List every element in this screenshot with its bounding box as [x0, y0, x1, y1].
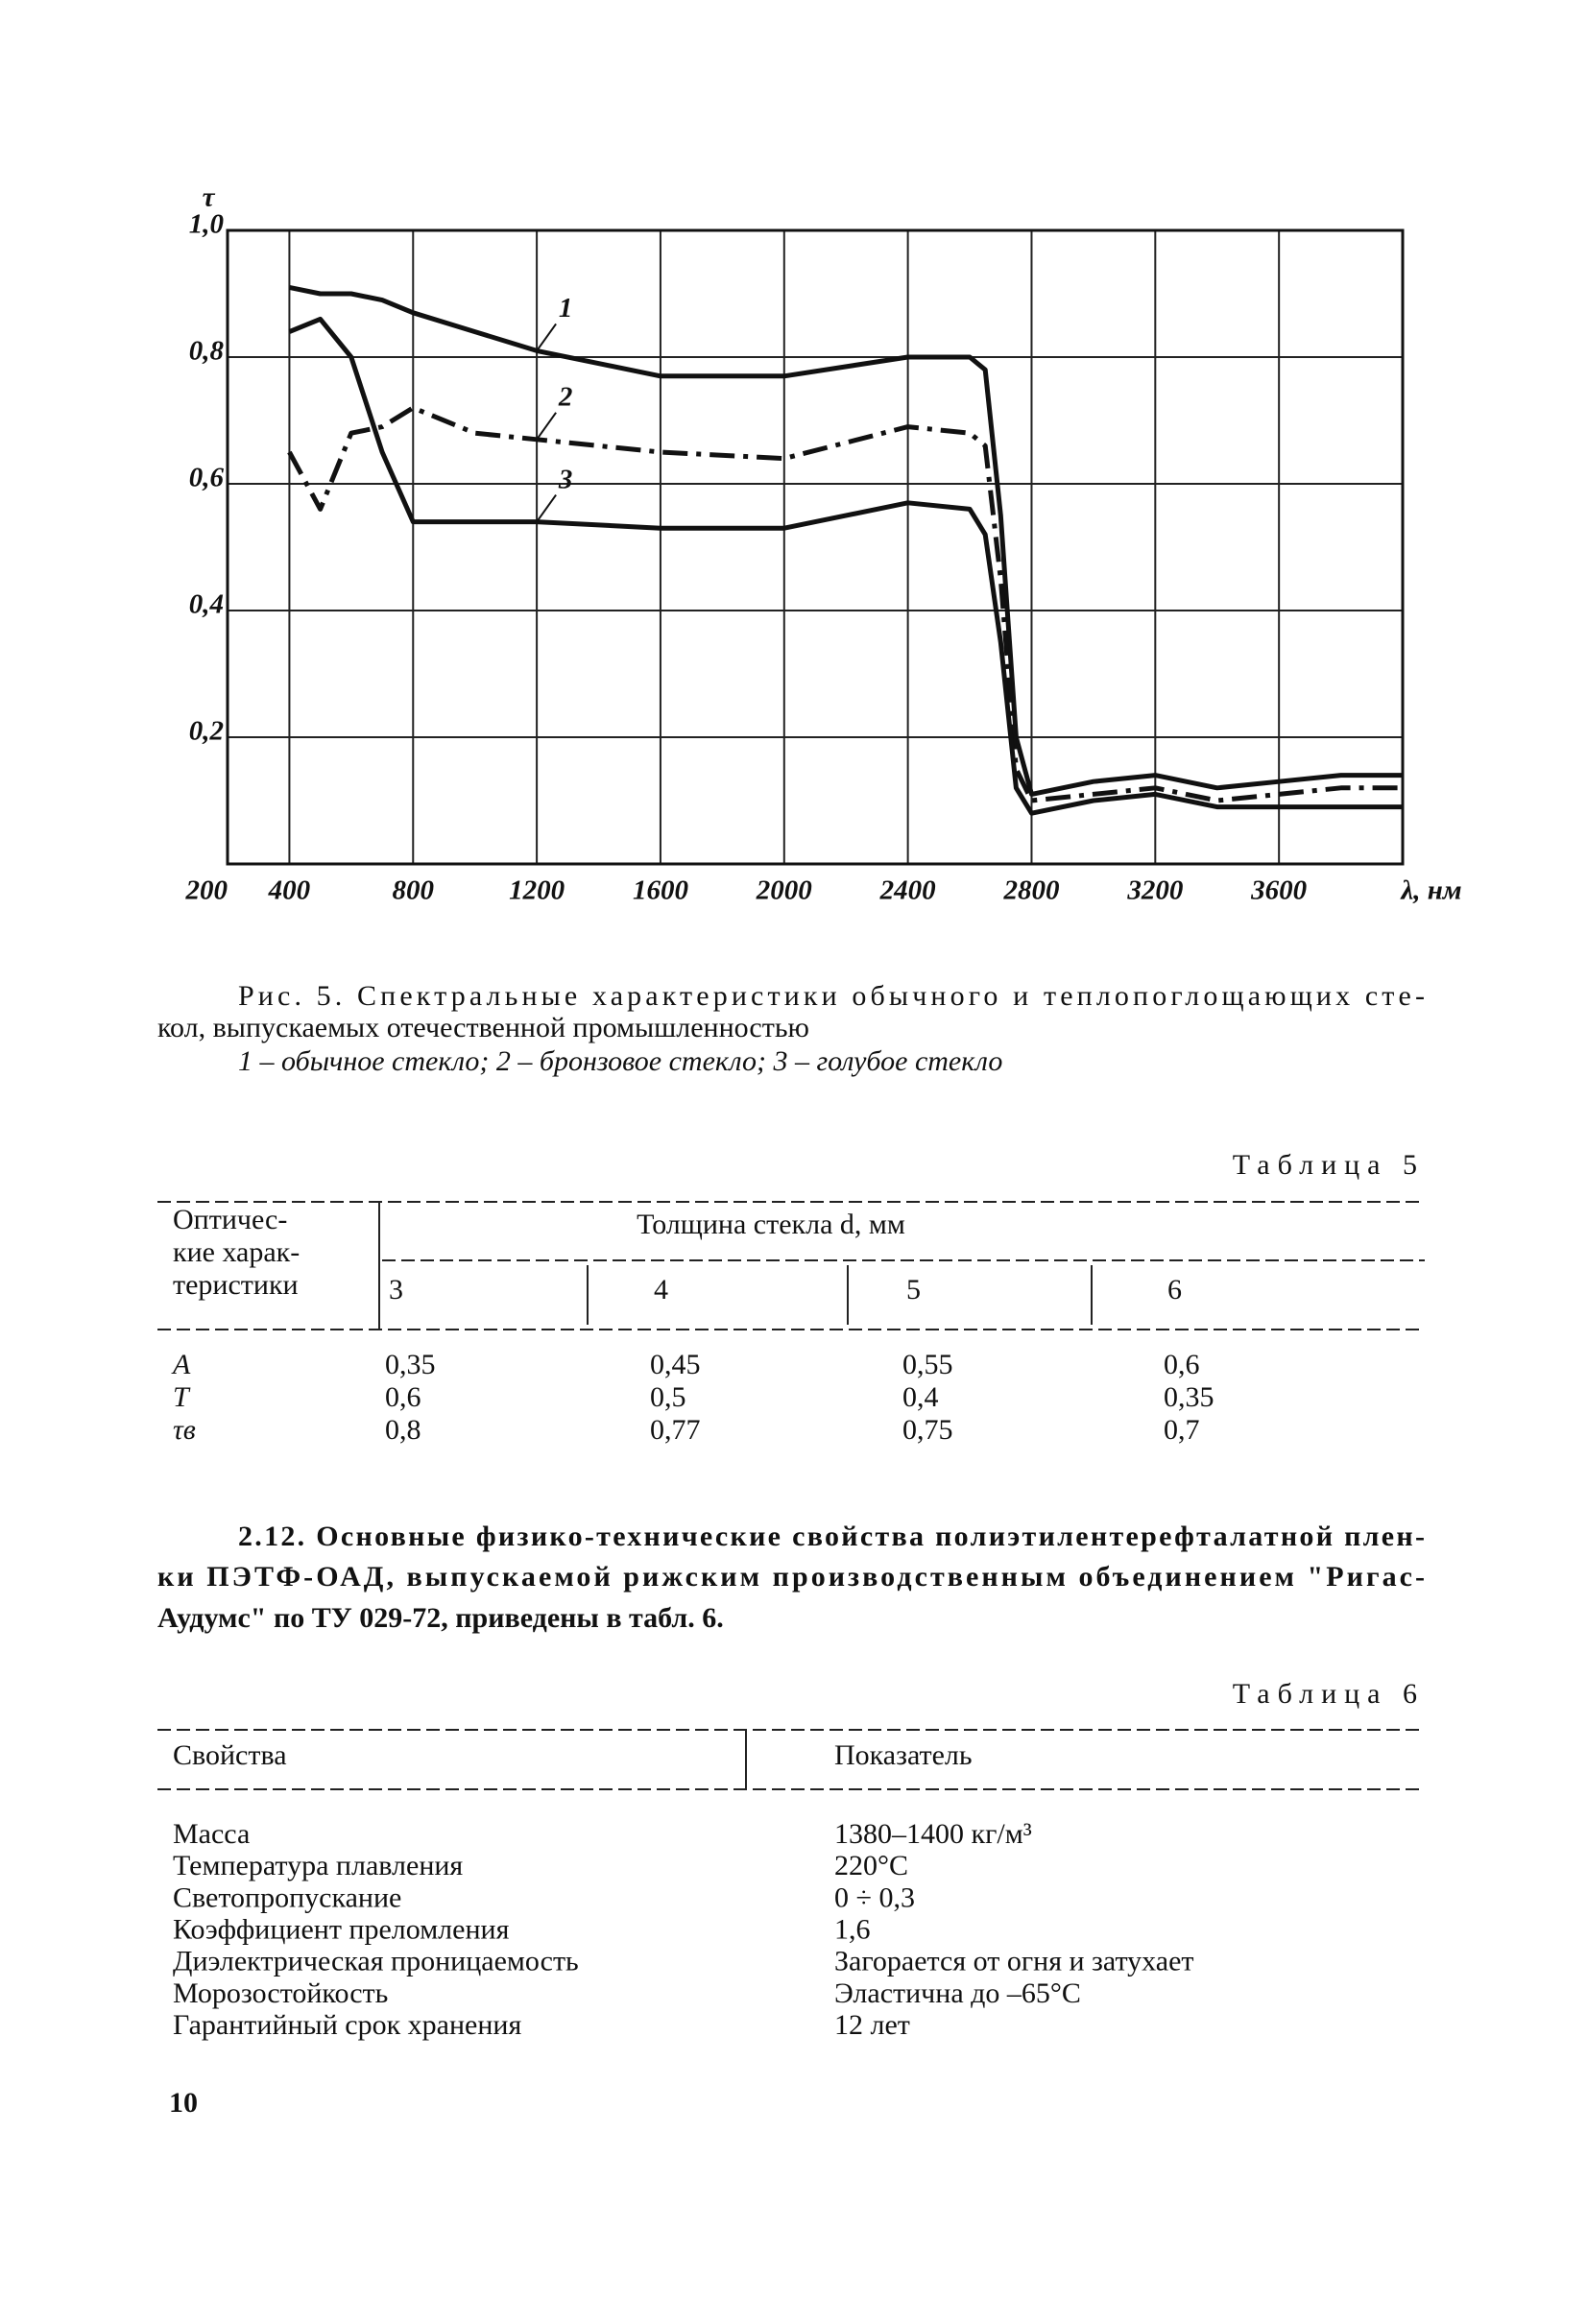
series-label: 3 [558, 464, 573, 494]
label-leader [536, 412, 557, 441]
x-tick-label: 2800 [1002, 875, 1059, 906]
row-label: Масса [173, 1818, 250, 1850]
plot-frame [226, 228, 1405, 866]
row-label: Морозостойкость [173, 1977, 388, 2009]
row-label: Температура плавления [173, 1850, 463, 1881]
series-label: 1 [559, 293, 573, 323]
cell: 0 ÷ 0,3 [834, 1881, 915, 1913]
row-header: кие харак- [173, 1236, 300, 1268]
data-line [287, 405, 1403, 803]
row-header: Оптичес- [173, 1204, 287, 1235]
cell: 0,35 [385, 1349, 436, 1380]
x-tick-label: 1600 [633, 875, 688, 906]
cell: 0,4 [902, 1381, 939, 1413]
column-header: 5 [906, 1274, 921, 1306]
paragraph-line: Аудумс" по ТУ 029-72, приведены в табл. … [157, 1602, 724, 1634]
caption-legend: 1 – обычное стекло; 2 – бронзовое стекло… [238, 1045, 1002, 1077]
page-number: 10 [169, 2087, 198, 2119]
y-tick-label: 0,6 [189, 463, 225, 493]
cell: 12 лет [834, 2009, 910, 2041]
row-label: τв [173, 1414, 196, 1446]
cell: 0,75 [902, 1414, 953, 1446]
column-header: 3 [389, 1274, 403, 1306]
table-title: Таблица 5 [1233, 1149, 1425, 1181]
x-axis-label: λ, нм [1400, 875, 1461, 906]
group-header: Толщина стекла d, мм [637, 1209, 905, 1240]
row-label: Гарантийный срок хранения [173, 2009, 521, 2041]
x-tick-label: 800 [393, 875, 435, 906]
cell: 0,7 [1164, 1414, 1200, 1446]
column-header: 6 [1167, 1274, 1182, 1306]
y-tick-label: 0,8 [189, 336, 225, 367]
cell: 1,6 [834, 1913, 871, 1945]
label-leader [536, 323, 557, 351]
cell: 1380–1400 кг/м³ [834, 1818, 1032, 1850]
table-title: Таблица 6 [1233, 1678, 1425, 1710]
row-label: A [171, 1349, 191, 1380]
paragraph-line: ки ПЭТФ-ОАД, выпускаемой рижским произво… [157, 1561, 1425, 1593]
cell: 0,35 [1164, 1381, 1214, 1413]
column-header: Свойства [173, 1739, 287, 1771]
label-leader [536, 494, 557, 523]
y-tick-label: 0,2 [189, 716, 224, 747]
x-tick-label: 2400 [879, 875, 936, 906]
cell: 0,5 [650, 1381, 686, 1413]
x-tick-label: 200 [185, 875, 228, 906]
row-label: Диэлектрическая проницаемость [173, 1946, 579, 1977]
cell: Загорается от огня и затухает [834, 1946, 1194, 1977]
cell: Эластична до –65°C [834, 1977, 1081, 2009]
y-tick-label: 0,4 [189, 589, 224, 620]
x-tick-label: 2000 [756, 875, 812, 906]
cell: 0,77 [650, 1414, 701, 1446]
row-header: теристики [173, 1269, 299, 1301]
cell: 0,45 [650, 1349, 701, 1380]
row-label: Коэффициент преломления [173, 1913, 510, 1945]
x-tick-label: 3600 [1250, 875, 1307, 906]
series-label: 2 [558, 381, 573, 412]
cell: 0,55 [902, 1349, 953, 1380]
caption-line: кол, выпускаемых отечественной промышлен… [157, 1012, 809, 1043]
data-line [288, 316, 1403, 816]
cell: 0,8 [385, 1414, 421, 1446]
x-tick-label: 400 [268, 875, 311, 906]
row-label: Светопропускание [173, 1881, 401, 1913]
y-axis-label: τ [203, 182, 216, 213]
data-line [288, 284, 1403, 797]
paragraph-line: 2.12. Основные физико-технические свойст… [238, 1521, 1425, 1552]
caption-line: Рис. 5. Спектральные характеристики обыч… [238, 980, 1425, 1012]
x-tick-label: 1200 [509, 875, 565, 906]
cell: 0,6 [385, 1381, 421, 1413]
y-tick-label: 1,0 [189, 209, 224, 240]
cell: 220°C [834, 1850, 908, 1881]
cell: 0,6 [1164, 1349, 1200, 1380]
row-label: T [173, 1381, 191, 1413]
chart: 0,2 0,4 0,6 0,8 1,0 200 400 800 1200 1600 2000 2400… [185, 182, 1462, 906]
column-header: 4 [654, 1274, 668, 1306]
column-header: Показатель [834, 1739, 973, 1771]
x-tick-label: 3200 [1126, 875, 1183, 906]
